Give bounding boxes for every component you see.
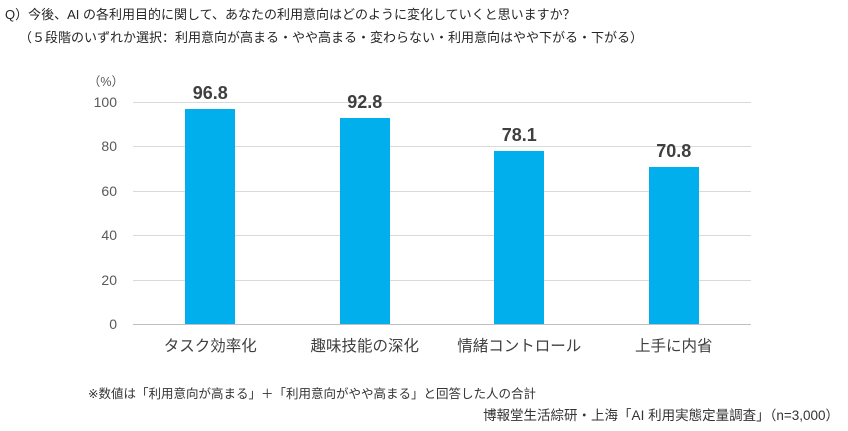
gridline	[133, 102, 751, 103]
bar-slot: 92.8	[288, 92, 443, 324]
x-axis-category-labels: タスク効率化 趣味技能の深化 情緒コントロール 上手に内省	[133, 337, 751, 356]
gridline	[133, 279, 751, 281]
category-label: 情緒コントロール	[457, 338, 582, 355]
bar-value-label: 96.8	[192, 83, 228, 104]
bar-slot: 70.8	[597, 102, 752, 324]
category-label: 趣味技能の深化	[310, 338, 419, 355]
y-tick-label: 40	[101, 227, 117, 244]
bar	[339, 117, 390, 324]
source-credit: 博報堂生活綜研・上海「AI 利用実態定量調査」（n=3,000）	[483, 408, 839, 423]
category-label: タスク効率化	[163, 338, 257, 355]
bar-slot: 96.8	[133, 83, 288, 324]
bar	[185, 109, 236, 324]
plot-area: 96.8 92.8 78.1 70.8	[133, 83, 752, 325]
gridline	[133, 235, 751, 237]
bar	[494, 150, 545, 324]
question-scale-note: （５段階のいずれか選択：利用意向が高まる・やや高まる・変わらない・利用意向はやや…	[19, 30, 644, 45]
y-tick-label: 80	[101, 138, 117, 155]
y-tick-label: 20	[101, 271, 117, 288]
y-axis-tick-labels: 0 20 40 60 80 100	[70, 94, 117, 332]
bar	[648, 166, 699, 324]
bar-value-label: 78.1	[501, 124, 537, 145]
y-tick-label: 100	[93, 94, 117, 110]
bar-slot: 78.1	[442, 102, 597, 324]
y-tick-label: 0	[109, 316, 117, 332]
bar-value-label: 70.8	[656, 140, 692, 161]
y-axis-unit-label: （%）	[87, 75, 124, 89]
gridline	[133, 146, 751, 148]
footnote: ※数値は「利用意向が高まる」＋「利用意向がやや高まる」と回答した人の合計	[88, 387, 536, 401]
gridline	[133, 190, 751, 192]
question-title: Q）今後、AI の各利用目的に関して、あなたの利用意向はどのように変化していくと…	[5, 7, 576, 22]
x-axis-baseline	[133, 324, 751, 325]
category-label: 上手に内省	[634, 338, 713, 355]
bar-value-label: 92.8	[347, 91, 383, 112]
y-tick-label: 60	[101, 182, 117, 199]
